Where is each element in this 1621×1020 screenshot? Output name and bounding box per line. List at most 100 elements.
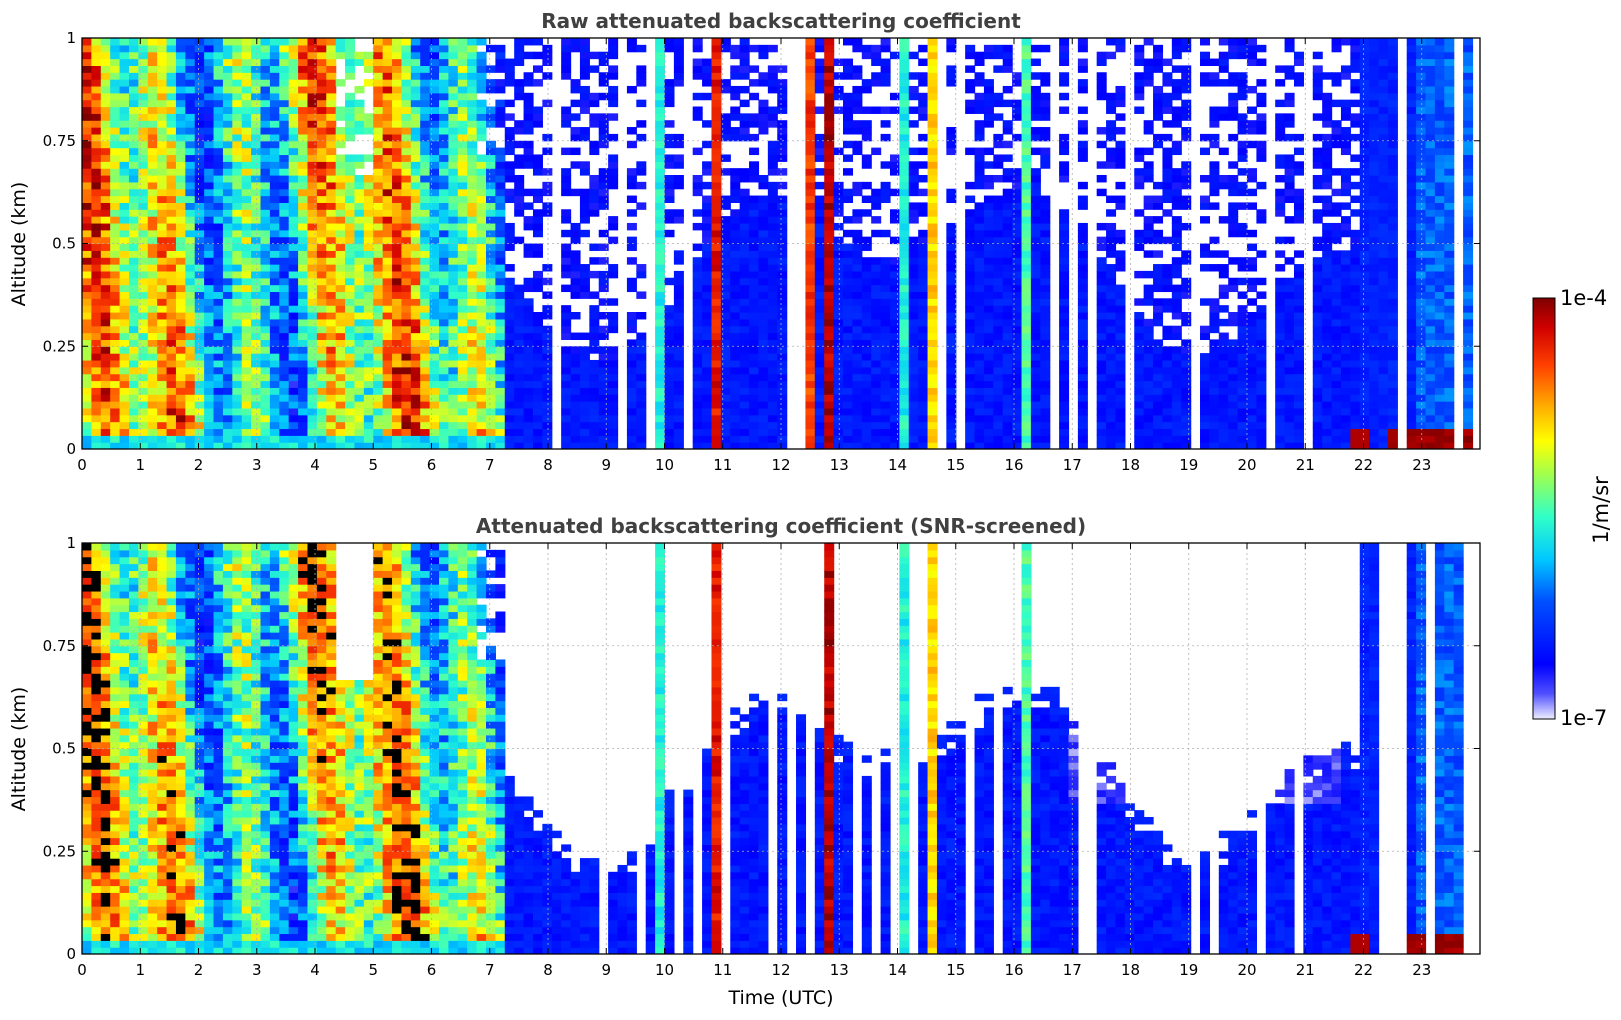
heatmap-cell	[279, 421, 290, 430]
heatmap-cell	[213, 147, 224, 156]
heatmap-cell	[720, 264, 731, 272]
heatmap-cell	[711, 407, 722, 416]
heatmap-cell	[871, 305, 882, 313]
heatmap-cell	[908, 407, 919, 416]
heatmap-cell	[664, 175, 675, 183]
heatmap-cell	[993, 195, 1004, 203]
heatmap-cell	[222, 305, 233, 313]
heatmap-cell	[711, 133, 722, 142]
heatmap-cell	[889, 209, 900, 217]
heatmap-cell	[965, 312, 976, 320]
heatmap-cell	[579, 72, 590, 80]
heatmap-cell	[157, 154, 168, 162]
heatmap-cell	[899, 79, 910, 87]
heatmap-cell	[711, 387, 722, 395]
heatmap-cell	[307, 312, 318, 320]
heatmap-cell	[157, 277, 168, 286]
heatmap-cell	[843, 277, 854, 286]
heatmap-cell	[138, 243, 149, 251]
heatmap-cell	[100, 414, 111, 423]
heatmap-cell	[110, 387, 121, 395]
heatmap-cell	[824, 188, 835, 197]
heatmap-cell	[974, 154, 985, 162]
heatmap-cell	[777, 133, 788, 142]
heatmap-cell	[175, 387, 186, 395]
heatmap-cell	[420, 236, 431, 245]
heatmap-cell	[401, 401, 412, 409]
heatmap-cell	[222, 312, 233, 320]
heatmap-cell	[222, 421, 233, 430]
heatmap-cell	[363, 414, 374, 423]
heatmap-cell	[495, 79, 506, 87]
heatmap-cell	[655, 106, 666, 114]
heatmap-cell	[739, 85, 750, 94]
heatmap-cell	[730, 428, 741, 436]
heatmap-cell	[561, 270, 572, 279]
heatmap-cell	[626, 428, 637, 436]
heatmap-cell	[269, 188, 280, 197]
heatmap-cell	[401, 99, 412, 108]
heatmap-cell	[269, 168, 280, 176]
heatmap-cell	[871, 407, 882, 416]
heatmap-cell	[758, 229, 769, 238]
heatmap-cell	[720, 428, 731, 436]
heatmap-cell	[467, 325, 478, 334]
heatmap-cell	[382, 414, 393, 423]
heatmap-cell	[523, 442, 534, 449]
heatmap-cell	[119, 154, 130, 162]
heatmap-cell	[128, 38, 139, 46]
heatmap-cell	[777, 264, 788, 272]
heatmap-cell	[993, 44, 1004, 53]
heatmap-cell	[326, 298, 337, 306]
heatmap-cell	[128, 387, 139, 395]
heatmap-cell	[213, 99, 224, 108]
heatmap-cell	[767, 202, 778, 210]
heatmap-cell	[758, 339, 769, 347]
heatmap-cell	[298, 154, 309, 162]
heatmap-cell	[946, 65, 957, 73]
heatmap-cell	[485, 442, 496, 449]
heatmap-cell	[279, 140, 290, 149]
heatmap-cell	[1021, 99, 1032, 108]
heatmap-cell	[429, 168, 440, 176]
heatmap-cell	[833, 353, 844, 361]
heatmap-cell	[523, 202, 534, 210]
heatmap-cell	[175, 154, 186, 162]
heatmap-cell	[523, 161, 534, 169]
heatmap-cell	[307, 243, 318, 251]
heatmap-cell	[213, 270, 224, 279]
heatmap-cell	[251, 332, 262, 340]
heatmap-cell	[326, 120, 337, 128]
heatmap-cell	[194, 353, 205, 361]
heatmap-cell	[504, 140, 515, 149]
heatmap-cell	[495, 175, 506, 183]
heatmap-cell	[82, 65, 92, 73]
heatmap-cell	[138, 312, 149, 320]
heatmap-cell	[138, 127, 149, 135]
heatmap-cell	[1012, 257, 1023, 265]
heatmap-cell	[175, 175, 186, 183]
heatmap-cell	[514, 44, 525, 53]
heatmap-cell	[204, 346, 215, 354]
heatmap-cell	[410, 380, 421, 388]
heatmap-cell	[429, 305, 440, 313]
heatmap-cell	[175, 414, 186, 423]
heatmap-cell	[758, 175, 769, 183]
heatmap-cell	[908, 284, 919, 293]
heatmap-cell	[429, 359, 440, 368]
heatmap-cell	[279, 175, 290, 183]
heatmap-cell	[702, 373, 713, 382]
heatmap-cell	[1012, 407, 1023, 416]
heatmap-cell	[730, 127, 741, 135]
heatmap-cell	[269, 435, 280, 443]
heatmap-cell	[157, 79, 168, 87]
heatmap-cell	[805, 99, 816, 108]
heatmap-cell	[175, 79, 186, 87]
heatmap-cell	[307, 401, 318, 409]
heatmap-cell	[251, 85, 262, 94]
heatmap-cell	[345, 435, 356, 443]
heatmap-cell	[664, 318, 675, 327]
heatmap-cell	[91, 435, 102, 443]
heatmap-cell	[213, 202, 224, 210]
heatmap-cell	[561, 428, 572, 436]
